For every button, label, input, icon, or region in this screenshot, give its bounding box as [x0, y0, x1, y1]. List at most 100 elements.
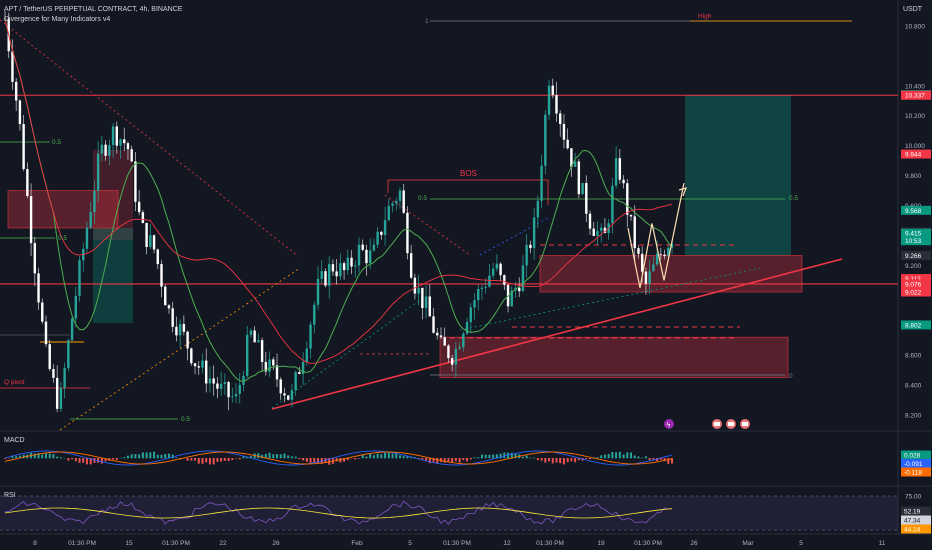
- macd-histogram-bar: [167, 453, 170, 459]
- price-axis[interactable]: 10.80010.40010.20010.0009.8009.6009.2008…: [901, 23, 931, 420]
- candle-body: [63, 368, 66, 389]
- candle-body: [305, 348, 309, 362]
- candle-body: [391, 203, 394, 206]
- price-badge-label: 9.266: [905, 253, 922, 260]
- macd-histogram-bar: [633, 455, 636, 459]
- candle-body: [454, 348, 458, 365]
- candle-body: [100, 144, 104, 154]
- macd-histogram-bar: [469, 458, 472, 460]
- macd-histogram-bar: [641, 457, 644, 459]
- macd-histogram-bar: [600, 455, 603, 459]
- macd-histogram-bar: [488, 454, 491, 459]
- trendline-support: [271, 258, 843, 410]
- candle-body: [313, 304, 316, 325]
- candle-body: [216, 383, 219, 389]
- earnings-icon[interactable]: ϟ: [664, 419, 674, 429]
- candle-body: [130, 149, 133, 162]
- macd-histogram-bar: [544, 458, 547, 463]
- time-axis[interactable]: 8 01:30 PM 15 01:30 PM 22 26 Feb 5 01:30 PM 12 01:…: [33, 540, 886, 547]
- candle-body: [670, 243, 674, 248]
- macd-histogram-bar: [630, 452, 633, 459]
- candle-body: [577, 161, 581, 195]
- candle-body: [309, 324, 312, 349]
- macd-histogram-bar: [365, 456, 368, 459]
- candle-body: [126, 143, 130, 150]
- macd-histogram-bar: [343, 458, 346, 462]
- time-tick-label: 15: [125, 540, 133, 547]
- macd-histogram-bar: [208, 458, 211, 465]
- macd-histogram-bar: [279, 454, 282, 459]
- candle-body: [544, 114, 547, 166]
- zone-demand: [439, 336, 789, 379]
- time-tick-label: Mar: [742, 540, 754, 547]
- macd-histogram-bar: [231, 458, 234, 460]
- candle-body: [484, 286, 487, 288]
- fib-label: 0.5: [789, 195, 798, 202]
- price-badge-label: 10.337: [905, 93, 925, 100]
- macd-histogram-bar: [41, 454, 44, 459]
- candle-body: [614, 158, 618, 186]
- candle-body: [559, 113, 562, 125]
- macd-histogram-bar: [406, 456, 409, 459]
- macd-pane[interactable]: 0.028-0.091 -0.118: [4, 450, 931, 477]
- macd-histogram-bar: [272, 454, 275, 459]
- currency-label[interactable]: USDT: [903, 6, 923, 13]
- candle-body: [465, 322, 469, 334]
- macd-histogram-bar: [615, 452, 618, 459]
- price-badge: [901, 274, 931, 284]
- news-icon[interactable]: [712, 419, 722, 429]
- candle-body: [518, 287, 521, 292]
- rsi-badge-label: 44.14: [904, 527, 921, 534]
- macd-histogram-bar: [521, 456, 524, 459]
- macd-histogram-bar: [454, 458, 457, 462]
- candle-body: [290, 390, 294, 400]
- macd-histogram-bar: [56, 456, 59, 459]
- macd-histogram-bar: [212, 458, 215, 465]
- candle-body: [562, 124, 566, 140]
- drawings-layer: [0, 19, 852, 431]
- macd-histogram-bar: [71, 458, 74, 460]
- macd-histogram-bar: [294, 456, 297, 459]
- macd-histogram-bar: [536, 458, 539, 461]
- candles-layer[interactable]: [3, 10, 674, 413]
- candle-body: [18, 100, 22, 125]
- candle-body: [160, 264, 163, 287]
- macd-histogram-bar: [391, 453, 394, 459]
- price-badge: [901, 287, 931, 297]
- ma-fast-line: [4, 18, 673, 383]
- macd-histogram-bar: [227, 458, 230, 462]
- candle-body: [372, 244, 376, 251]
- candle-body: [547, 85, 551, 115]
- candle-body: [432, 316, 435, 333]
- zone-supply: [7, 190, 119, 229]
- macd-histogram-bar: [443, 458, 446, 463]
- price-tick-label: 8.600: [905, 353, 922, 360]
- candle-body: [242, 375, 245, 385]
- candle-body: [573, 161, 577, 167]
- macd-histogram-bar: [156, 454, 159, 459]
- candle-body: [640, 253, 644, 272]
- candle-body: [380, 231, 383, 235]
- time-tick-label: 11: [879, 540, 886, 547]
- candle-body: [417, 287, 420, 294]
- candle-body: [89, 212, 92, 228]
- macd-histogram-bar: [309, 458, 312, 463]
- price-badge-label: 10:53: [905, 238, 922, 245]
- rsi-badge-label: 47.34: [904, 518, 921, 525]
- macd-histogram-bar: [82, 458, 85, 463]
- macd-histogram-bar: [671, 458, 673, 464]
- candle-body: [149, 235, 152, 248]
- macd-histogram-bar: [22, 454, 25, 459]
- candle-body: [11, 51, 14, 82]
- price-tick-label: 10.800: [905, 23, 925, 30]
- news-icon[interactable]: [740, 419, 750, 429]
- price-badge: [901, 228, 931, 238]
- news-icon[interactable]: [726, 419, 736, 429]
- price-badge: [901, 251, 931, 261]
- macd-histogram-bar: [503, 452, 506, 459]
- candle-body: [108, 145, 111, 156]
- price-tick-label: 8.200: [905, 413, 922, 420]
- candle-body: [439, 335, 443, 338]
